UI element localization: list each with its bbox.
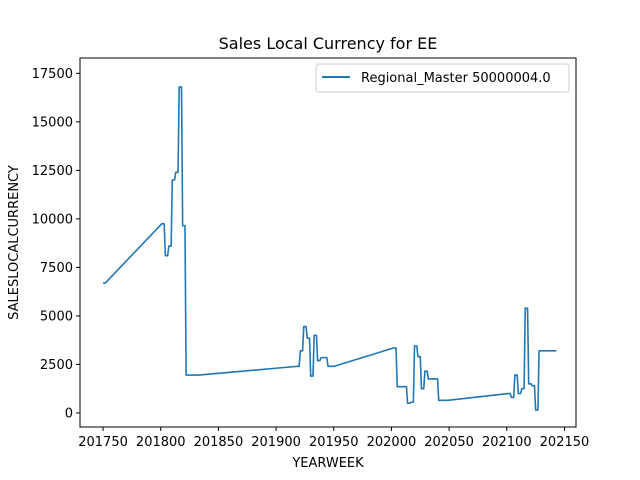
x-tick-label: 201900 bbox=[251, 435, 301, 450]
y-tick-label: 5000 bbox=[40, 309, 73, 324]
x-tick-label: 202050 bbox=[424, 435, 474, 450]
x-tick-label: 201950 bbox=[309, 435, 359, 450]
x-axis-label: YEARWEEK bbox=[291, 456, 364, 471]
y-tick-label: 12500 bbox=[32, 164, 73, 179]
legend-box bbox=[315, 63, 570, 93]
x-tick-label: 202100 bbox=[482, 435, 532, 450]
y-axis-label: SALESLOCALCURRENCY bbox=[7, 165, 22, 320]
legend: Regional_Master 50000004.0 bbox=[315, 63, 570, 93]
chart-title: Sales Local Currency for EE bbox=[219, 34, 438, 53]
plot-frame bbox=[79, 57, 577, 428]
x-tick-label: 202150 bbox=[540, 435, 590, 450]
plot-area bbox=[103, 86, 557, 411]
x-tick-label: 201800 bbox=[136, 435, 186, 450]
y-axis: 0 2500 5000 7500 10000 12500 15000 17500 bbox=[32, 67, 80, 421]
legend-label: Regional_Master 50000004.0 bbox=[361, 71, 551, 86]
y-tick-label: 17500 bbox=[32, 67, 73, 82]
x-tick-label: 201750 bbox=[78, 435, 128, 450]
y-tick-label: 15000 bbox=[32, 115, 73, 130]
series-line-0 bbox=[103, 86, 557, 411]
y-tick-label: 2500 bbox=[40, 358, 73, 373]
y-tick-label: 0 bbox=[65, 406, 73, 421]
y-tick-label: 7500 bbox=[40, 261, 73, 276]
x-axis: 201750 201800 201850 201900 201950 202000 2020… bbox=[78, 427, 589, 450]
y-tick-label: 10000 bbox=[32, 212, 73, 227]
x-tick-label: 201850 bbox=[194, 435, 244, 450]
x-tick-label: 202000 bbox=[367, 435, 417, 450]
